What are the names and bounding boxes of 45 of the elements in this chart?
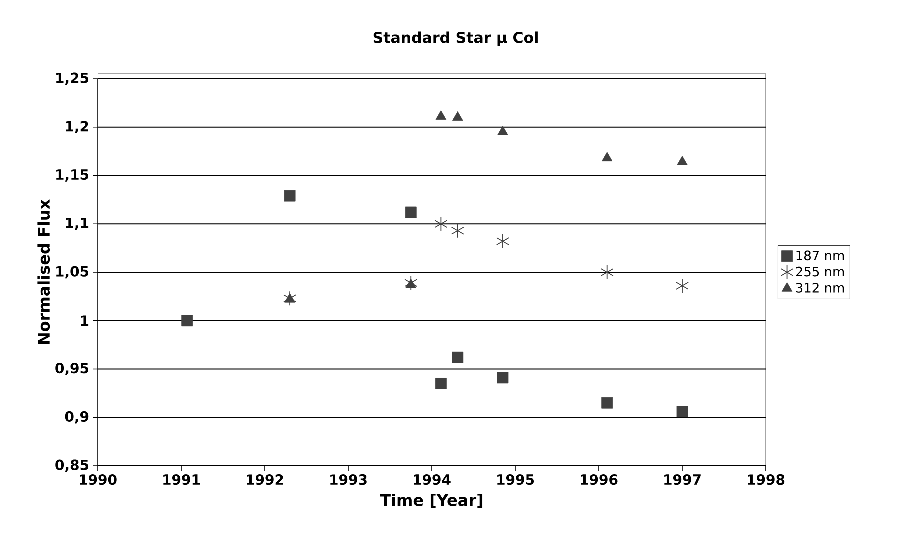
y-tick-label: 0,85 [56,460,89,472]
x-axis-title: Time [Year] [380,494,483,508]
point [182,315,194,327]
point [498,126,508,136]
point [434,216,448,232]
x-tick-label: 1992 [247,474,284,486]
y-tick-label: 1,2 [66,121,88,134]
point [497,372,509,384]
legend-label: 312 nm [796,283,844,293]
point [436,110,447,120]
y-tick-label: 1 [81,316,89,326]
x-tick-label: 1998 [748,474,785,486]
x-tick-label: 1993 [330,474,367,486]
point [404,276,418,291]
point [406,278,417,288]
x-tick-label: 1990 [80,474,117,486]
point [452,111,464,121]
point [405,206,417,218]
point [451,223,464,238]
legend-label: 187 nm [796,250,844,261]
y-tick-label: 1,25 [56,72,89,86]
point [600,265,614,280]
chart-title: Standard Star µ Col [374,32,538,46]
point [602,397,614,409]
y-tick-label: 1,05 [56,266,89,279]
y-tick-label: 0,9 [65,411,89,424]
x-tick-label: 1996 [581,474,618,486]
x-tick-label: 1995 [498,474,534,486]
y-tick-label: 0,95 [56,363,89,376]
legend-label: 255 nm [796,266,844,277]
x-tick-label: 1997 [664,474,701,486]
point [284,190,296,202]
y-tick-label: 1,15 [56,170,89,182]
x-tick-label: 1991 [164,474,200,486]
x-tick-label: 1994 [414,474,451,486]
point [676,278,690,294]
point [496,234,510,249]
point [602,152,613,162]
point [284,293,296,303]
point [435,378,447,390]
point [452,352,464,364]
y-tick-label: 1,1 [66,218,89,230]
point [677,156,688,166]
y-axis-title: Normalised Flux [38,200,50,344]
point [676,406,688,418]
